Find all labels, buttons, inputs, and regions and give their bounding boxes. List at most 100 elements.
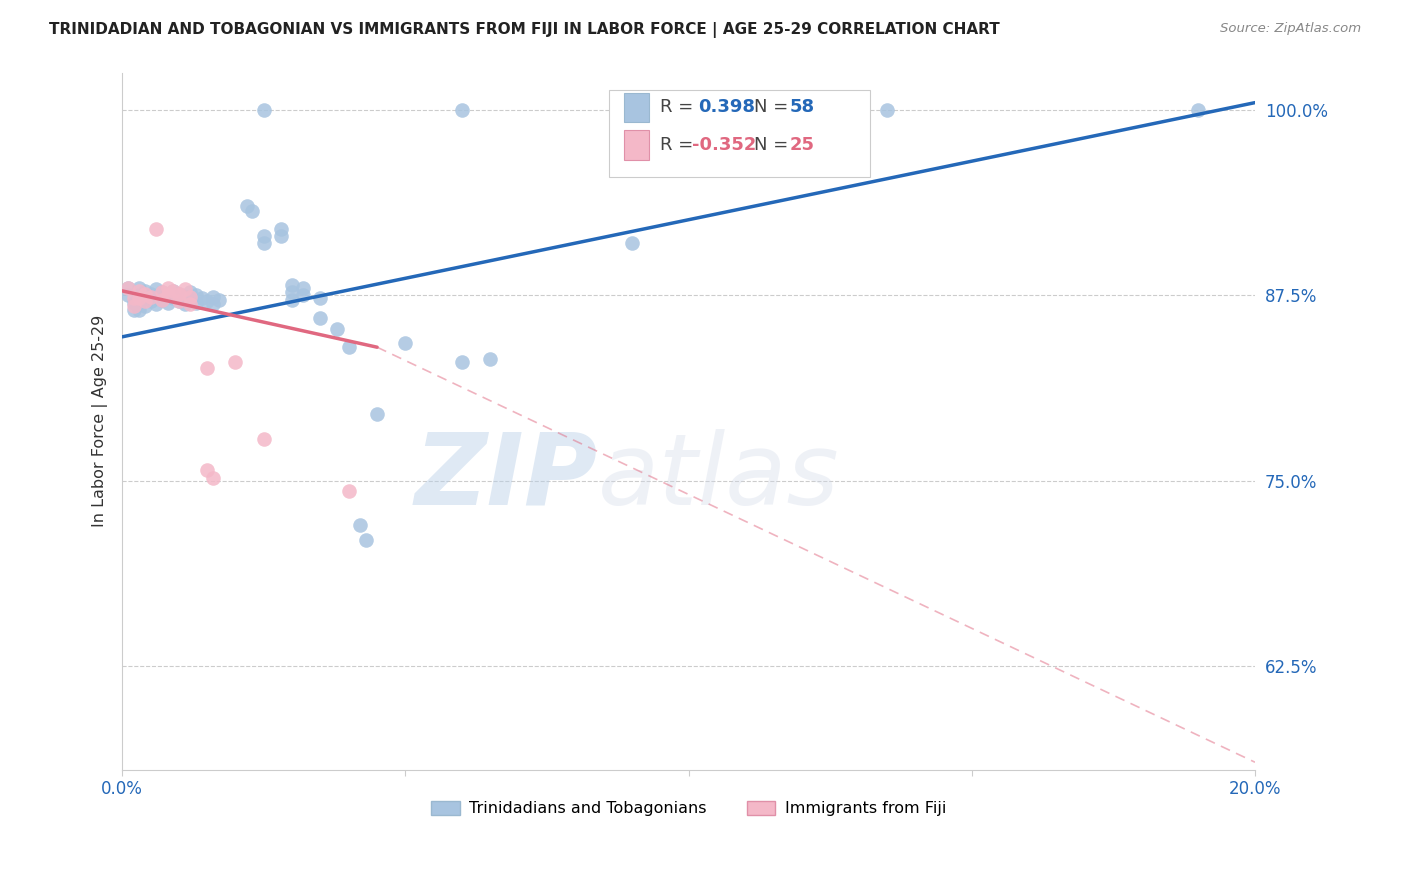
Point <box>179 285 201 300</box>
Text: Source: ZipAtlas.com: Source: ZipAtlas.com <box>1220 22 1361 36</box>
Point <box>156 281 179 295</box>
Text: 58: 58 <box>789 98 814 116</box>
Point <box>179 290 201 304</box>
Point <box>848 103 870 117</box>
Point <box>292 281 315 295</box>
Point <box>173 290 195 304</box>
Point <box>190 291 212 305</box>
Point <box>162 284 184 298</box>
Point <box>242 203 264 218</box>
Point <box>354 533 377 547</box>
Point <box>167 286 190 301</box>
FancyBboxPatch shape <box>609 90 870 178</box>
Point <box>134 286 156 301</box>
Point <box>224 355 246 369</box>
Point <box>173 297 195 311</box>
Point <box>134 299 156 313</box>
Point <box>195 361 218 376</box>
Point <box>451 103 474 117</box>
Point <box>309 291 332 305</box>
Text: 0.398: 0.398 <box>697 98 755 116</box>
Point <box>620 236 643 251</box>
Point <box>139 294 162 309</box>
Point <box>184 288 207 302</box>
Text: R =: R = <box>661 98 699 116</box>
Text: -0.352: -0.352 <box>692 136 756 154</box>
Point <box>145 290 167 304</box>
Point <box>122 291 145 305</box>
Point <box>139 290 162 304</box>
Point <box>128 281 150 295</box>
Point <box>156 288 179 302</box>
Point <box>337 340 360 354</box>
Text: N =: N = <box>754 136 794 154</box>
Text: TRINIDADIAN AND TOBAGONIAN VS IMMIGRANTS FROM FIJI IN LABOR FORCE | AGE 25-29 CO: TRINIDADIAN AND TOBAGONIAN VS IMMIGRANTS… <box>49 22 1000 38</box>
Point <box>128 288 150 302</box>
Y-axis label: In Labor Force | Age 25-29: In Labor Force | Age 25-29 <box>93 315 108 527</box>
Point <box>134 291 156 305</box>
Point <box>145 221 167 235</box>
Point <box>156 288 179 302</box>
Point <box>134 284 156 298</box>
Point <box>326 322 349 336</box>
Point <box>184 295 207 310</box>
Point <box>195 294 218 309</box>
Point <box>270 229 292 244</box>
Point <box>145 282 167 296</box>
Point <box>706 103 728 117</box>
Point <box>134 294 156 309</box>
Legend: Trinidadians and Tobagonians, Immigrants from Fiji: Trinidadians and Tobagonians, Immigrants… <box>423 793 955 824</box>
Point <box>201 297 224 311</box>
Point <box>150 285 173 300</box>
Point <box>394 335 416 350</box>
Point <box>620 103 643 117</box>
Point <box>195 463 218 477</box>
Point <box>366 407 388 421</box>
Point <box>128 303 150 318</box>
Point <box>201 470 224 484</box>
Point <box>167 294 190 309</box>
Point <box>173 282 195 296</box>
Text: atlas: atlas <box>598 428 839 525</box>
Point <box>281 285 304 300</box>
Point <box>281 277 304 292</box>
FancyBboxPatch shape <box>624 130 650 160</box>
Point <box>128 295 150 310</box>
Point <box>117 281 139 295</box>
Point <box>162 284 184 298</box>
Point <box>122 295 145 310</box>
Point <box>337 483 360 498</box>
Point <box>122 303 145 318</box>
Point <box>150 293 173 307</box>
Point <box>179 293 201 307</box>
Point <box>270 221 292 235</box>
Point <box>128 284 150 298</box>
Point <box>1187 103 1209 117</box>
Point <box>162 291 184 305</box>
Point <box>451 355 474 369</box>
Point <box>150 285 173 300</box>
Point <box>876 103 898 117</box>
Point <box>292 288 315 302</box>
Point <box>167 286 190 301</box>
Point <box>139 286 162 301</box>
Text: R =: R = <box>661 136 699 154</box>
FancyBboxPatch shape <box>624 93 650 122</box>
Point <box>117 281 139 295</box>
Point <box>167 294 190 309</box>
Point <box>253 236 276 251</box>
Point <box>479 352 502 367</box>
Point <box>128 291 150 305</box>
Point <box>236 199 259 213</box>
Point <box>309 310 332 325</box>
Text: N =: N = <box>754 98 794 116</box>
Point <box>253 432 276 446</box>
Point <box>253 103 276 117</box>
Point <box>281 293 304 307</box>
Point <box>150 293 173 307</box>
Point <box>253 229 276 244</box>
Point <box>145 297 167 311</box>
Point <box>117 288 139 302</box>
Point <box>349 518 371 533</box>
Text: 25: 25 <box>789 136 814 154</box>
